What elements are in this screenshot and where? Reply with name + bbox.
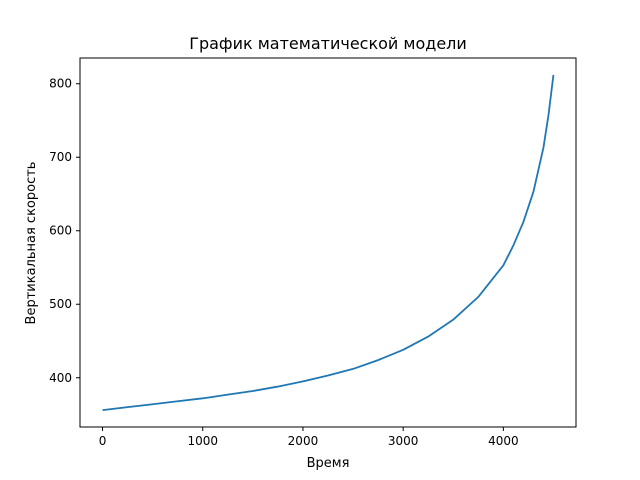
y-tick-label: 700 [49, 150, 72, 164]
x-tick-label: 3000 [388, 434, 419, 448]
plot-frame [79, 57, 577, 428]
x-tick-label: 4000 [488, 434, 519, 448]
chart-title: График математической модели [189, 34, 467, 53]
y-tick-label: 500 [49, 297, 72, 311]
y-axis: 400 500 600 700 800 [49, 77, 80, 385]
x-tick-label: 0 [99, 434, 107, 448]
y-tick-label: 400 [49, 371, 72, 385]
y-axis-label: Вертикальная скорость [24, 162, 39, 325]
x-tick-label: 1000 [187, 434, 218, 448]
series-line-0 [102, 74, 555, 411]
x-axis: 0 1000 2000 3000 4000 [99, 427, 519, 448]
y-tick-label: 800 [49, 77, 72, 91]
x-axis-label: Время [307, 456, 350, 471]
x-tick-label: 2000 [288, 434, 319, 448]
y-tick-label: 600 [49, 224, 72, 238]
plot-area [79, 57, 577, 428]
